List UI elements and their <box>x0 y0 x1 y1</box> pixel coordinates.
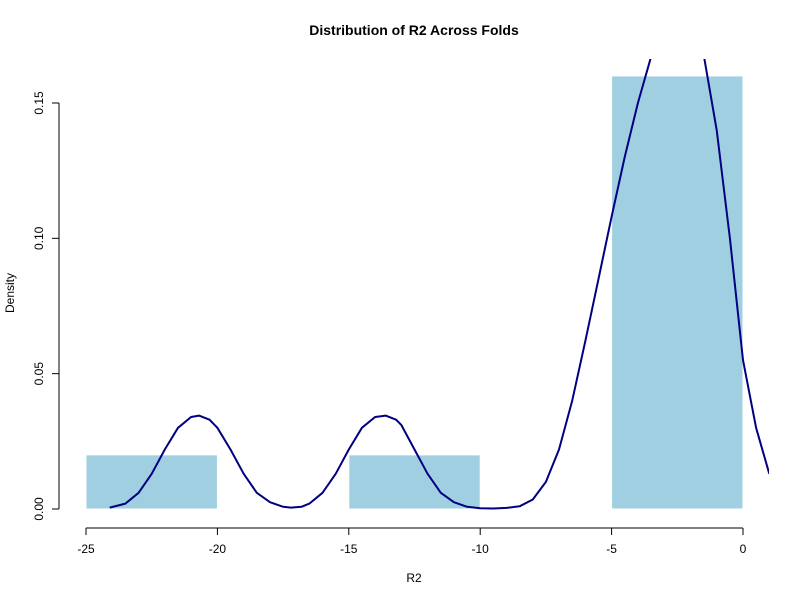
histogram-bar <box>612 76 743 509</box>
y-tick-label: 0.10 <box>32 226 46 250</box>
y-axis-label: Density <box>3 273 17 313</box>
histogram-bar <box>86 455 217 509</box>
x-axis: -25 -20 -15 -10 -5 0 <box>77 528 746 556</box>
y-tick-label: 0.15 <box>32 91 46 115</box>
y-tick-label: 0.05 <box>32 362 46 386</box>
y-tick-label: 0.00 <box>32 497 46 521</box>
histogram-bar <box>349 455 480 509</box>
x-tick-label: -25 <box>77 542 95 556</box>
x-tick-label: -5 <box>606 542 617 556</box>
x-tick-label: 0 <box>740 542 747 556</box>
chart-title: Distribution of R2 Across Folds <box>309 22 519 38</box>
x-tick-label: -10 <box>472 542 490 556</box>
x-tick-label: -20 <box>209 542 227 556</box>
y-axis: 0.00 0.05 0.10 0.15 <box>32 91 59 521</box>
histogram-bars <box>86 76 743 509</box>
x-tick-label: -15 <box>340 542 358 556</box>
x-axis-label: R2 <box>406 571 422 585</box>
